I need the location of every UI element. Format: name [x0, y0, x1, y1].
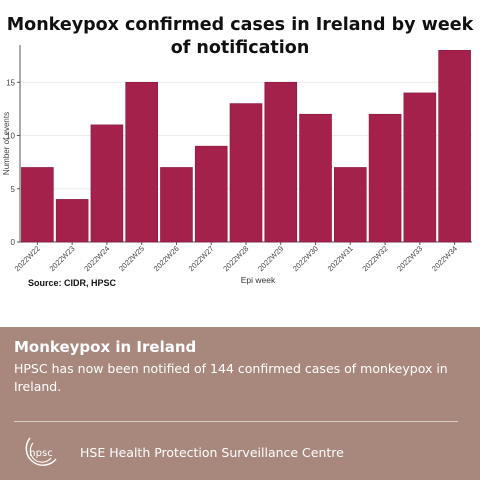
bar-2022W29 — [264, 81, 298, 243]
x-tick-label: 2022W32 — [360, 244, 389, 273]
x-tick-label: 2022W29 — [256, 244, 285, 273]
y-axis-label: Number of events — [2, 112, 11, 175]
x-tick-label: 2022W27 — [187, 244, 216, 273]
bar-2022W32 — [368, 113, 402, 243]
chart-title: Monkeypox confirmed cases in Ireland by … — [0, 14, 480, 60]
chart-panel: Monkeypox confirmed cases in Ireland by … — [0, 14, 480, 288]
info-body: HPSC has now been notified of 144 confir… — [14, 361, 448, 394]
bar-2022W27 — [194, 145, 228, 243]
logo-arc-outer — [25, 437, 57, 466]
bar-2022W30 — [299, 113, 332, 243]
x-tick-label: 2022W25 — [117, 244, 146, 273]
x-tick-label: 2022W26 — [152, 244, 181, 273]
x-tick-label: 2022W30 — [291, 244, 320, 273]
x-tick-label: 2022W22 — [13, 244, 42, 273]
bar-2022W23 — [55, 199, 89, 243]
logo-text: hpsc — [29, 448, 52, 459]
bar-2022W22 — [21, 167, 54, 243]
x-tick-label: 2022W23 — [47, 244, 76, 273]
info-panel: Monkeypox in Ireland HPSC has now been n… — [0, 327, 480, 480]
info-divider — [14, 421, 458, 422]
x-tick-label: 2022W34 — [430, 244, 459, 273]
bar-2022W31 — [334, 167, 367, 243]
chart-title-line-1: Monkeypox confirmed cases in Ireland by … — [6, 15, 474, 35]
y-tick-label: 5 — [11, 185, 16, 194]
bar-2022W28 — [229, 103, 263, 243]
y-tick-label: 10 — [6, 132, 15, 141]
hpsc-logo: hpsc — [25, 437, 57, 466]
bar-2022W24 — [90, 124, 124, 243]
bar-2022W33 — [403, 92, 437, 243]
x-axis-label: Epi week — [241, 275, 276, 285]
chart-source: Source: CIDR, HPSC — [28, 278, 117, 288]
bar-2022W26 — [160, 167, 193, 243]
info-heading: Monkeypox in Ireland — [14, 338, 197, 356]
chart-title-line-2: of notification — [170, 38, 310, 58]
x-tick-label: 2022W31 — [326, 244, 355, 273]
x-tick-label: 2022W24 — [82, 244, 111, 273]
x-tick-label: 2022W33 — [395, 244, 424, 273]
logo-arc-inner — [29, 442, 52, 463]
y-tick-label: 0 — [11, 238, 16, 247]
y-tick-label: 15 — [6, 78, 15, 87]
x-tick-label: 2022W28 — [221, 244, 250, 273]
bar-2022W25 — [125, 81, 158, 243]
org-name: HSE Health Protection Surveillance Centr… — [80, 445, 344, 460]
bar-2022W34 — [438, 50, 471, 243]
